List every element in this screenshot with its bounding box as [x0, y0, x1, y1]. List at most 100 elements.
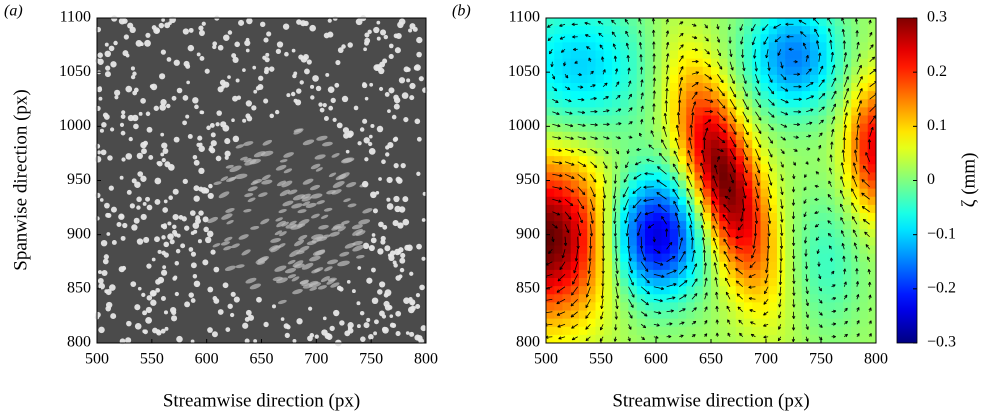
- heatmap-cell: [777, 294, 786, 303]
- arrow-head: [832, 116, 836, 120]
- heatmap-cell: [645, 180, 654, 190]
- arrow-head: [695, 59, 699, 64]
- heatmap-cell: [562, 34, 572, 43]
- arrow-head: [585, 304, 589, 309]
- droplet: [199, 56, 205, 61]
- heatmap-cell: [719, 18, 729, 27]
- heatmap-cell: [702, 131, 712, 141]
- heatmap-cell: [554, 148, 564, 157]
- heatmap-cell: [546, 204, 555, 214]
- droplet: [347, 203, 357, 208]
- heatmap-cell: [579, 164, 588, 173]
- vector-arrow: [869, 93, 876, 100]
- heatmap-cell: [645, 286, 654, 295]
- vector-arrow: [704, 61, 711, 68]
- heatmap-cell: [645, 261, 654, 271]
- heatmap-cell: [768, 294, 778, 303]
- heatmap-cell: [851, 139, 861, 149]
- droplet: [133, 217, 140, 224]
- vector-arrow: [644, 173, 654, 175]
- droplet: [386, 197, 391, 202]
- heatmap-cell: [801, 18, 811, 27]
- vector-arrow: [643, 186, 654, 188]
- arrow-head: [547, 37, 552, 41]
- arrow-head: [627, 245, 631, 249]
- heatmap-cell: [645, 294, 654, 303]
- vector-arrow: [589, 249, 591, 262]
- heatmap-cell: [810, 83, 819, 92]
- heatmap-cell: [834, 229, 844, 238]
- arrow-head: [724, 277, 729, 281]
- heatmap-cell: [834, 99, 844, 108]
- droplet: [302, 284, 313, 289]
- vector-arrow: [590, 148, 598, 154]
- heatmap-cell: [851, 294, 861, 303]
- droplet: [366, 277, 373, 284]
- heatmap-cell: [636, 26, 646, 35]
- arrow-head: [628, 93, 632, 98]
- heatmap-cell: [851, 245, 861, 255]
- vector-arrow: [780, 174, 784, 182]
- vector-arrow: [805, 324, 809, 330]
- droplet: [198, 25, 204, 31]
- arrow-head: [592, 193, 596, 198]
- heatmap-cell: [744, 26, 753, 35]
- droplet: [116, 221, 122, 227]
- heatmap-cell: [810, 123, 819, 133]
- heatmap-cell: [653, 326, 663, 336]
- heatmap-cell: [735, 123, 745, 133]
- x-tick-label: 800: [864, 351, 888, 368]
- arrow-head: [679, 87, 683, 91]
- heatmap-cell: [843, 91, 852, 100]
- arrow-head: [687, 200, 691, 204]
- vector-arrow: [778, 324, 782, 330]
- vector-arrow: [753, 236, 756, 249]
- droplet: [253, 89, 258, 94]
- heatmap-cell: [636, 99, 646, 108]
- x-tick-label: 650: [250, 351, 274, 368]
- heatmap-cell: [628, 180, 638, 190]
- droplet: [181, 216, 187, 222]
- droplet: [368, 333, 374, 340]
- arrow-head: [855, 268, 859, 272]
- vector-arrow: [830, 39, 832, 50]
- arrow-head: [683, 294, 687, 298]
- heatmap-cell: [810, 278, 819, 287]
- heatmap-cell: [818, 213, 828, 222]
- heatmap-cell: [867, 42, 876, 52]
- heatmap-cell: [859, 318, 869, 328]
- heatmap-cell: [711, 172, 720, 182]
- heatmap-cell: [818, 83, 828, 92]
- heatmap-cell: [785, 115, 795, 125]
- arrow-head: [832, 64, 836, 68]
- heatmap-cell: [859, 123, 869, 133]
- heatmap-cell: [570, 148, 580, 157]
- heatmap-cell: [554, 83, 564, 92]
- heatmap-cell: [785, 34, 795, 43]
- arrow-head: [767, 67, 771, 71]
- droplet: [415, 293, 421, 298]
- droplet: [281, 221, 289, 227]
- vector-arrow: [831, 52, 834, 62]
- droplet: [137, 286, 142, 291]
- vector-arrow: [577, 199, 585, 210]
- heatmap-cell: [826, 294, 836, 303]
- heatmap-cell: [686, 213, 696, 222]
- arrow-head: [743, 80, 747, 84]
- heatmap-cell: [554, 58, 564, 68]
- x-tick-label: 700: [304, 351, 328, 368]
- droplet: [166, 103, 171, 109]
- heatmap-cell: [768, 229, 778, 238]
- droplet: [341, 44, 346, 49]
- droplet: [245, 309, 252, 316]
- heatmap-cell: [579, 172, 588, 182]
- vector-arrow: [704, 262, 707, 275]
- heatmap-cell: [818, 26, 828, 35]
- heatmap-cell: [653, 237, 663, 247]
- arrow-head: [600, 295, 605, 299]
- arrow-head: [761, 27, 766, 31]
- heatmap-cell: [785, 180, 795, 190]
- droplet: [330, 282, 340, 288]
- arrow-head: [756, 195, 760, 199]
- heatmap-cell: [711, 26, 720, 35]
